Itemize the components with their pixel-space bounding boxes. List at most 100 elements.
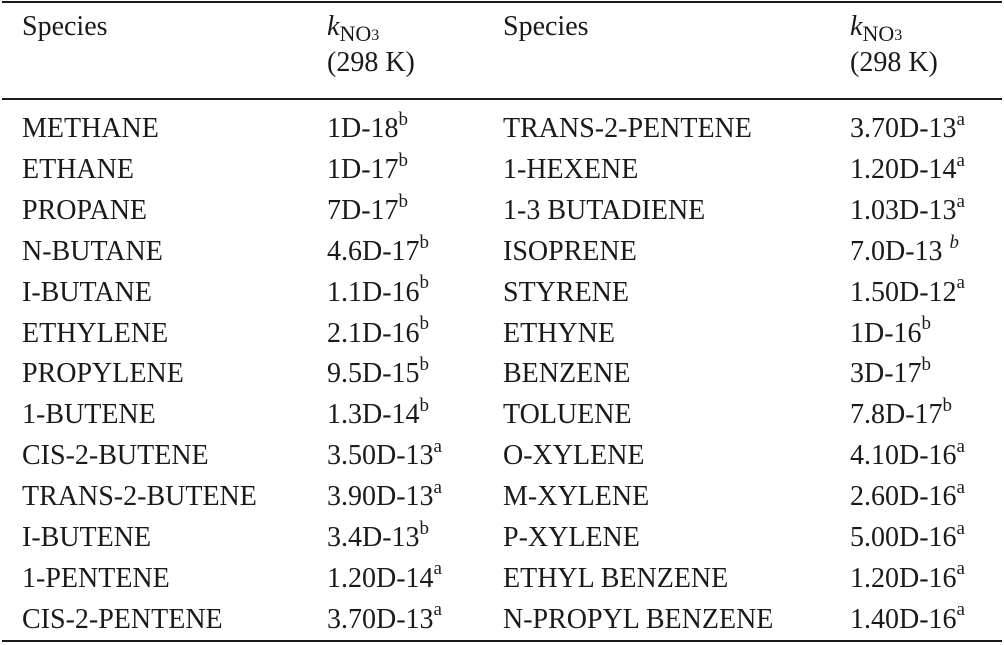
species-cell: 1-3 BUTADIENE (503, 191, 850, 232)
species-cell: O-XYLENE (503, 436, 850, 477)
rate-cell: 3.70D-13a (850, 109, 1000, 150)
table-row: I-BUTENE 3.4D-13b P-XYLENE 5.00D-16a (0, 517, 1000, 558)
species-name: TRANS-2-PENTENE (503, 113, 752, 145)
rate-value: 4.6D-17 (327, 235, 420, 267)
rate-value: 1.20D-14 (327, 562, 434, 594)
species-name: N-PROPYL BENZENE (503, 603, 774, 635)
rate-subscript: NO (862, 21, 895, 46)
rate-cell: 1.3D-14b (327, 395, 503, 436)
rate-value: 1.3D-14 (327, 399, 420, 431)
rate-value: 2.60D-16 (850, 481, 957, 513)
rate-value: 2.1D-16 (327, 317, 420, 349)
table-row: CIS-2-BUTENE 3.50D-13a O-XYLENE 4.10D-16a (0, 436, 1000, 477)
footnote-marker: b (419, 517, 430, 539)
species-cell: P-XYLENE (503, 517, 850, 558)
rate-cell: 3.4D-13b (327, 517, 503, 558)
rate-cell: 1.20D-14a (850, 150, 1000, 191)
footnote-marker: a (956, 599, 965, 621)
footnote-marker: b (942, 395, 953, 416)
rate-value: 1D-18 (327, 113, 399, 145)
table-row: ETHYLENE 2.1D-16b ETHYNE 1D-16b (0, 313, 1000, 354)
footnote-marker: a (956, 435, 965, 457)
species-cell: N-PROPYL BENZENE (503, 599, 850, 640)
header-species-1: Species (22, 11, 108, 42)
rate-cell: 1.40D-16a (850, 599, 1000, 640)
species-cell: TRANS-2-BUTENE (0, 477, 327, 518)
table-row: TRANS-2-BUTENE 3.90D-13a M-XYLENE 2.60D-16a (0, 477, 1000, 518)
species-cell: I-BUTANE (0, 272, 327, 313)
species-name: TOLUENE (503, 399, 632, 431)
footnote-marker: b (419, 313, 430, 335)
rate-symbol: k (850, 11, 863, 42)
species-name: TRANS-2-BUTENE (22, 481, 257, 513)
species-name: N-BUTANE (22, 235, 163, 267)
species-cell: METHANE (0, 109, 327, 150)
footnote-marker: a (956, 190, 965, 212)
rate-cell: 1D-16b (850, 313, 1000, 354)
footnote-marker: b (419, 231, 430, 253)
species-cell: STYRENE (503, 272, 850, 313)
rate-value: 1.03D-13 (850, 195, 957, 227)
rate-cell: 1.20D-16a (850, 558, 1000, 599)
rate-cell: 3.90D-13a (327, 477, 503, 518)
species-name: 1-BUTENE (22, 399, 156, 431)
rate-cell: 7D-17b (327, 191, 503, 232)
footnote-marker: a (433, 599, 442, 621)
footnote-marker: b (921, 313, 932, 335)
rate-value: 1D-16 (850, 317, 922, 349)
rate-value: 1.40D-16 (850, 603, 957, 635)
rate-value: 7D-17 (327, 195, 399, 227)
rate-cell: 1.1D-16b (327, 272, 503, 313)
species-cell: N-BUTANE (0, 232, 327, 273)
rate-cell: 4.10D-16a (850, 436, 1000, 477)
rate-cell: 5.00D-16a (850, 517, 1000, 558)
species-cell: TOLUENE (503, 395, 850, 436)
species-name: 1-PENTENE (22, 562, 170, 594)
temperature-label: (298 K) (327, 47, 415, 78)
rate-constant-table: METHANE 1D-18b TRANS-2-PENTENE 3.70D-13a ETH… (0, 109, 1000, 640)
species-name: CIS-2-PENTENE (22, 603, 223, 635)
header-rate-2: kNO3 (298 K) (850, 11, 938, 79)
rate-value: 9.5D-15 (327, 358, 420, 390)
footnote-marker: a (956, 109, 965, 131)
rate-cell: 2.1D-16b (327, 313, 503, 354)
species-name: O-XYLENE (503, 440, 645, 472)
rate-symbol: k (327, 11, 340, 42)
rate-value: 1D-17 (327, 154, 399, 186)
species-cell: ETHYNE (503, 313, 850, 354)
species-name: ETHYL BENZENE (503, 562, 729, 594)
species-cell: PROPYLENE (0, 354, 327, 395)
rate-value: 3.70D-13 (850, 113, 957, 145)
rate-cell: 3D-17b (850, 354, 1000, 395)
species-name: I-BUTANE (22, 276, 152, 308)
bottom-rule (2, 640, 1002, 642)
species-cell: ETHYLENE (0, 313, 327, 354)
species-cell: CIS-2-PENTENE (0, 599, 327, 640)
species-name: M-XYLENE (503, 481, 650, 513)
species-name: PROPYLENE (22, 358, 184, 390)
species-name: I-BUTENE (22, 521, 152, 553)
species-name: ETHYLENE (22, 317, 169, 349)
rate-cell: 1.20D-14a (327, 558, 503, 599)
species-cell: TRANS-2-PENTENE (503, 109, 850, 150)
species-name: ETHANE (22, 154, 134, 186)
rate-value: 4.10D-16 (850, 440, 957, 472)
species-name: STYRENE (503, 276, 629, 308)
species-cell: PROPANE (0, 191, 327, 232)
temperature-label: (298 K) (850, 47, 938, 78)
footnote-marker: b (398, 109, 409, 131)
rate-subsubscript: 3 (371, 27, 380, 44)
header-species-2: Species (503, 11, 589, 42)
rate-value: 3.4D-13 (327, 521, 420, 553)
species-cell: CIS-2-BUTENE (0, 436, 327, 477)
rate-cell: 1.50D-12a (850, 272, 1000, 313)
table-row: 1-PENTENE 1.20D-14a ETHYL BENZENE 1.20D-16a (0, 558, 1000, 599)
rate-value: 5.00D-16 (850, 521, 957, 553)
footnote-marker: a (433, 435, 442, 457)
footnote-marker: b (921, 354, 932, 376)
species-cell: I-BUTENE (0, 517, 327, 558)
footnote-marker: b (398, 190, 409, 212)
rate-cell: 3.70D-13a (327, 599, 503, 640)
table-body: METHANE 1D-18b TRANS-2-PENTENE 3.70D-13a ETH… (0, 109, 1000, 640)
species-cell: 1-PENTENE (0, 558, 327, 599)
